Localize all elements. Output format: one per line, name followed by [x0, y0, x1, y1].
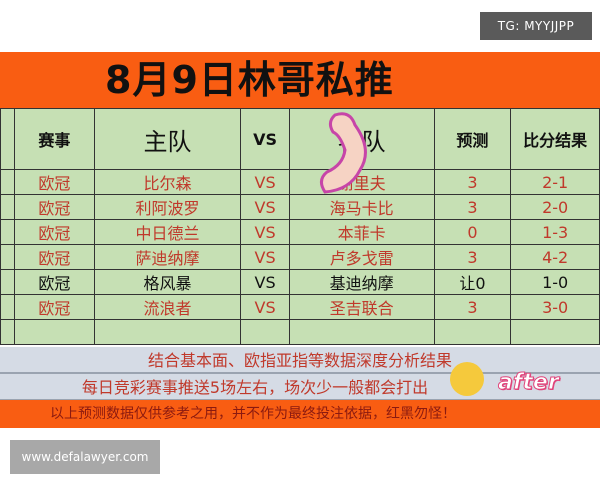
- telegram-badge: TG: MYYJJPP: [480, 12, 592, 40]
- sheet-title: 8月9日林哥私推: [0, 52, 600, 108]
- cell-vs: VS: [240, 269, 290, 295]
- cell-home: 萨迪纳摩: [93, 244, 242, 270]
- table-row: 5欧冠格风暴VS基迪纳摩让01-0: [0, 269, 600, 295]
- cell-away: 谢里夫: [288, 169, 435, 195]
- cell-num: 1: [0, 169, 15, 195]
- cell-pred: 3: [433, 244, 512, 270]
- cell-away: 圣吉联合: [288, 294, 435, 320]
- table-row: 4欧冠萨迪纳摩VS卢多戈雷34-2: [0, 244, 600, 270]
- cell-pred: 让0: [433, 269, 512, 295]
- cell-score: 4-2: [510, 244, 600, 270]
- cell-vs: VS: [240, 194, 290, 220]
- header-prediction: 预测: [433, 108, 512, 170]
- table-row: 3欧冠中日德兰VS本菲卡01-3: [0, 219, 600, 245]
- after-sticker: after: [498, 370, 560, 396]
- table-row: 1欧冠比尔森VS谢里夫32-1: [0, 169, 600, 195]
- cell-num: 5: [0, 269, 15, 295]
- smiley-sticker-icon: [450, 362, 484, 396]
- cell-league: 欧冠: [13, 244, 95, 270]
- cell-score: 3-0: [510, 294, 600, 320]
- cell-pred: 3: [433, 169, 512, 195]
- cell-num: 3: [0, 219, 15, 245]
- header-league: 赛事: [13, 108, 95, 170]
- cell-home: 利阿波罗: [93, 194, 242, 220]
- cell-pred: 3: [433, 294, 512, 320]
- cell-league: 欧冠: [13, 294, 95, 320]
- header-home: 主队: [93, 108, 242, 170]
- cell-vs: VS: [240, 294, 290, 320]
- table-row: 2欧冠利阿波罗VS海马卡比32-0: [0, 194, 600, 220]
- cell-score: 2-1: [510, 169, 600, 195]
- cell-home: 中日德兰: [93, 219, 242, 245]
- cell-vs: VS: [240, 244, 290, 270]
- cell-league: 欧冠: [13, 269, 95, 295]
- cell-league: 欧冠: [13, 194, 95, 220]
- cell-league: 欧冠: [13, 169, 95, 195]
- cell-home: 比尔森: [93, 169, 242, 195]
- cell-away: 本菲卡: [288, 219, 435, 245]
- website-watermark: www.defalawyer.com: [10, 440, 160, 474]
- cell-away: 卢多戈雷: [288, 244, 435, 270]
- header-vs: VS: [240, 108, 290, 170]
- cell-vs: VS: [240, 219, 290, 245]
- cell-num: 2: [0, 194, 15, 220]
- prediction-table: 赛事 主队 VS 客队 预测 比分结果 1欧冠比尔森VS谢里夫32-12欧冠利阿…: [0, 108, 600, 345]
- prediction-sheet: 8月9日林哥私推 赛事 主队 VS 客队 预测 比分结果 1欧冠比尔森VS谢里夫…: [0, 52, 600, 428]
- cell-score: 1-0: [510, 269, 600, 295]
- cell-away: 海马卡比: [288, 194, 435, 220]
- header-score: 比分结果: [510, 108, 600, 170]
- cell-league: 欧冠: [13, 219, 95, 245]
- cell-vs: VS: [240, 169, 290, 195]
- flexed-arm-icon: [320, 112, 367, 194]
- empty-row: [0, 319, 600, 345]
- cell-score: 2-0: [510, 194, 600, 220]
- table-header-row: 赛事 主队 VS 客队 预测 比分结果: [0, 108, 600, 170]
- cell-away: 基迪纳摩: [288, 269, 435, 295]
- header-num: [0, 108, 15, 170]
- cell-pred: 3: [433, 194, 512, 220]
- table-row: 6欧冠流浪者VS圣吉联合33-0: [0, 294, 600, 320]
- cell-home: 格风暴: [93, 269, 242, 295]
- analysis-band: 结合基本面、欧指亚指等数据深度分析结果: [0, 347, 600, 374]
- disclaimer-footer: 以上预测数据仅供参考之用，并不作为最终投注依据，红黑勿怪！: [0, 400, 600, 428]
- cell-score: 1-3: [510, 219, 600, 245]
- cell-home: 流浪者: [93, 294, 242, 320]
- cell-num: 6: [0, 294, 15, 320]
- cell-num: 4: [0, 244, 15, 270]
- cell-pred: 0: [433, 219, 512, 245]
